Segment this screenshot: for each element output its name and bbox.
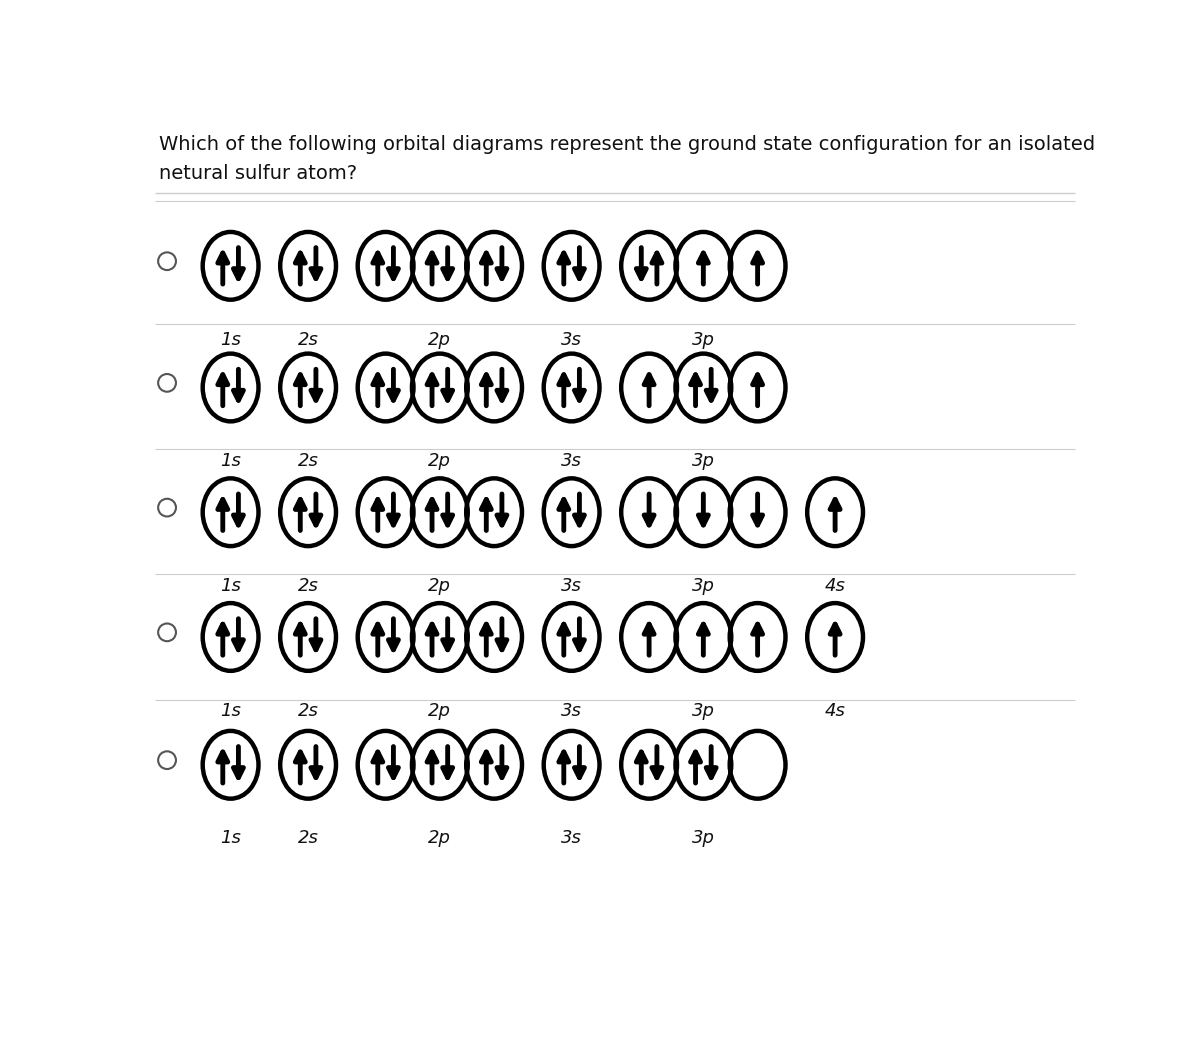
Text: 3p: 3p <box>692 577 715 594</box>
Text: 3p: 3p <box>692 330 715 349</box>
Text: 2s: 2s <box>298 577 318 594</box>
Text: 3p: 3p <box>692 702 715 719</box>
Text: 3p: 3p <box>692 452 715 471</box>
Text: 4s: 4s <box>824 577 846 594</box>
Text: 1s: 1s <box>220 330 241 349</box>
Text: 2s: 2s <box>298 330 318 349</box>
Text: 2s: 2s <box>298 702 318 719</box>
Text: 4s: 4s <box>824 702 846 719</box>
Text: 3s: 3s <box>562 577 582 594</box>
Text: 3s: 3s <box>562 702 582 719</box>
Text: 2p: 2p <box>428 702 451 719</box>
Text: 3p: 3p <box>692 830 715 847</box>
Text: 3s: 3s <box>562 452 582 471</box>
Text: 2s: 2s <box>298 452 318 471</box>
Text: 1s: 1s <box>220 452 241 471</box>
Text: 2s: 2s <box>298 830 318 847</box>
Text: 2p: 2p <box>428 830 451 847</box>
Text: 3s: 3s <box>562 330 582 349</box>
Text: 1s: 1s <box>220 702 241 719</box>
Text: 3s: 3s <box>562 830 582 847</box>
Text: 2p: 2p <box>428 330 451 349</box>
Text: 1s: 1s <box>220 577 241 594</box>
Text: 2p: 2p <box>428 452 451 471</box>
Text: netural sulfur atom?: netural sulfur atom? <box>160 164 358 183</box>
Text: Which of the following orbital diagrams represent the ground state configuration: Which of the following orbital diagrams … <box>160 135 1096 154</box>
Text: 1s: 1s <box>220 830 241 847</box>
Text: 2p: 2p <box>428 577 451 594</box>
